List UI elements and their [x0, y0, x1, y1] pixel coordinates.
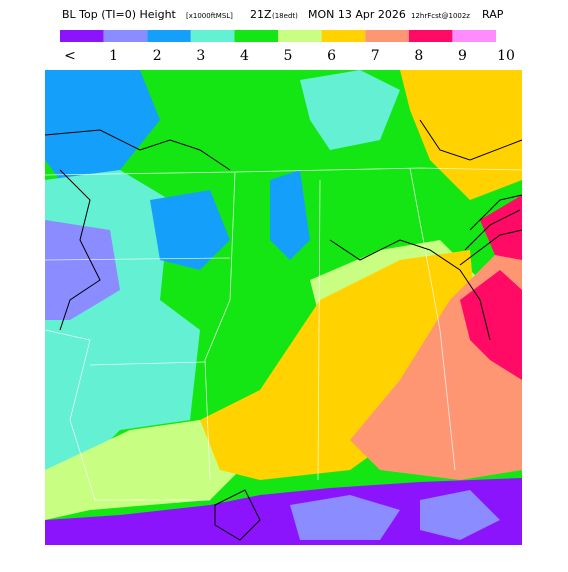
- legend-label: 5: [284, 48, 293, 64]
- map-region: [400, 70, 522, 200]
- map-region: [270, 170, 310, 260]
- legend-swatch: [321, 30, 366, 42]
- legend-swatch: [452, 30, 496, 42]
- legend-label: 3: [196, 48, 205, 64]
- legend-label: 2: [153, 48, 162, 64]
- valid-time: 21Z: [250, 8, 272, 21]
- map-region: [45, 220, 120, 320]
- date: MON 13 Apr 2026: [308, 8, 406, 21]
- map-region: [290, 495, 400, 540]
- legend-label: 10: [497, 48, 515, 64]
- legend-swatch: [190, 30, 235, 42]
- legend-label: 8: [414, 48, 423, 64]
- local-time: (18edt): [272, 12, 298, 20]
- map-region: [150, 190, 230, 270]
- legend: <1 2 3 4 5 6 7 8 9 10: [60, 30, 515, 64]
- map-region: [45, 70, 160, 180]
- title: BL Top (TI=0) Height: [62, 8, 177, 21]
- units: [x1000ftMSL]: [186, 12, 233, 20]
- legend-label: 1: [109, 48, 118, 64]
- legend-swatch: [234, 30, 278, 42]
- legend-label: 6: [327, 48, 336, 64]
- map: [45, 70, 522, 545]
- legend-swatch: [147, 30, 191, 42]
- legend-swatch: [103, 30, 148, 42]
- map-region: [480, 195, 522, 260]
- legend-swatch: [365, 30, 409, 42]
- map-region: [420, 490, 500, 540]
- legend-label: 4: [240, 48, 249, 64]
- legend-swatch: [408, 30, 453, 42]
- map-region: [300, 70, 400, 150]
- legend-label: 9: [458, 48, 467, 64]
- contours: [44, 119, 523, 541]
- model: RAP: [482, 8, 504, 21]
- legend-swatch: [278, 30, 322, 42]
- legend-swatch: [60, 30, 104, 42]
- legend-label: 7: [371, 48, 380, 64]
- map-region: [45, 478, 522, 545]
- legend-label: <: [64, 48, 76, 64]
- forecast: 12hrFcst@1002z: [411, 12, 470, 20]
- borders: [44, 167, 523, 501]
- map-region: [460, 270, 522, 380]
